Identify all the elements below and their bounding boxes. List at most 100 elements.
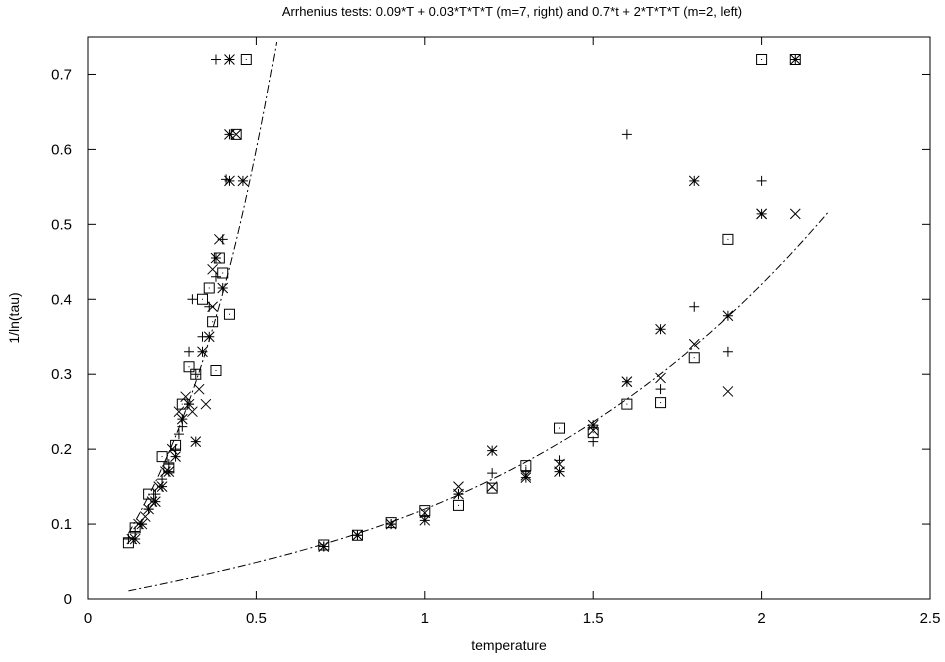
data-point-star xyxy=(621,376,633,388)
x-tick-label: 0 xyxy=(84,610,92,627)
data-point-square xyxy=(217,267,229,279)
data-point-square xyxy=(156,451,168,463)
data-point-square xyxy=(213,252,225,264)
data-point-plus xyxy=(184,346,195,357)
fit-curves xyxy=(127,41,830,592)
data-point-star xyxy=(217,282,229,294)
data-point-star xyxy=(486,445,498,456)
data-point-plus xyxy=(655,384,666,395)
data-point-star xyxy=(453,488,464,500)
data-point-plus xyxy=(588,436,599,447)
data-point-star xyxy=(183,398,195,410)
data-point-square xyxy=(240,53,252,65)
data-point-cross xyxy=(587,425,599,436)
data-point-star xyxy=(587,419,599,431)
data-point-star xyxy=(150,496,161,507)
data-point-star xyxy=(385,518,397,530)
data-point-square xyxy=(756,53,768,65)
data-point-star xyxy=(197,346,208,358)
y-tick-label: 0.3 xyxy=(51,366,72,383)
data-point-square xyxy=(129,522,141,534)
data-point-plus xyxy=(187,294,198,305)
data-point-star xyxy=(318,541,330,552)
data-point-square xyxy=(486,482,498,494)
data-point-square xyxy=(183,361,195,373)
data-point-square xyxy=(554,422,566,434)
data-point-star xyxy=(136,518,148,530)
data-point-star xyxy=(176,413,188,425)
x-axis-title: temperature xyxy=(471,637,547,653)
data-point-square xyxy=(122,537,134,549)
data-point-cross xyxy=(213,233,225,245)
data-point-square xyxy=(722,233,734,245)
data-point-star xyxy=(163,466,175,477)
data-point-square xyxy=(223,308,235,320)
data-point-cross xyxy=(200,398,212,410)
data-point-square xyxy=(621,398,633,410)
data-points xyxy=(122,53,801,552)
data-point-star xyxy=(554,466,565,477)
x-tick-label: 2 xyxy=(757,610,765,627)
data-point-star xyxy=(237,175,249,187)
y-tick-label: 0.7 xyxy=(51,66,72,83)
data-point-square xyxy=(203,282,215,294)
y-tick-label: 0.2 xyxy=(51,441,72,458)
data-point-plus xyxy=(756,175,767,186)
data-point-cross xyxy=(193,383,205,395)
fit-curve-right xyxy=(128,210,830,592)
data-point-plus xyxy=(210,271,221,282)
x-tick-label: 0.5 xyxy=(246,610,267,627)
x-tick-label: 2.5 xyxy=(920,610,941,627)
data-point-square xyxy=(688,352,700,364)
x-tick-label: 1 xyxy=(421,610,429,627)
data-point-square xyxy=(143,488,155,500)
data-point-square xyxy=(318,539,330,551)
data-point-square xyxy=(176,398,188,410)
data-point-square xyxy=(197,293,209,305)
data-point-plus xyxy=(173,429,184,440)
data-point-plus xyxy=(210,54,221,65)
y-tick-label: 0.5 xyxy=(51,216,72,233)
data-point-square xyxy=(789,53,801,65)
fit-curve-left xyxy=(127,41,278,534)
data-point-cross xyxy=(722,386,734,397)
data-point-cross xyxy=(554,458,565,470)
y-axis-title: 1/ln(tau) xyxy=(6,292,22,343)
data-point-square xyxy=(170,439,182,451)
data-point-square xyxy=(163,462,175,474)
data-point-star xyxy=(224,175,235,187)
data-point-star xyxy=(419,514,431,526)
data-point-star xyxy=(203,331,215,343)
x-tick-label: 1.5 xyxy=(583,610,604,627)
y-tick-label: 0.1 xyxy=(51,516,72,533)
data-point-cross xyxy=(789,208,801,220)
data-point-star xyxy=(129,533,141,545)
data-point-star xyxy=(143,503,154,515)
data-point-square xyxy=(655,397,667,409)
data-point-plus xyxy=(621,129,632,140)
data-point-cross xyxy=(207,263,218,275)
data-point-cross xyxy=(453,481,464,492)
data-point-star xyxy=(722,310,734,322)
data-point-cross xyxy=(207,301,218,313)
data-point-plus xyxy=(689,301,700,312)
plot-frame xyxy=(87,36,931,600)
data-point-cross xyxy=(655,372,666,384)
data-point-square xyxy=(419,505,431,517)
data-point-square xyxy=(230,128,242,140)
data-point-star xyxy=(170,451,181,462)
data-point-star xyxy=(756,208,767,220)
data-point-plus xyxy=(722,346,733,357)
data-point-star xyxy=(224,54,235,65)
data-point-cross xyxy=(688,338,700,350)
data-point-star xyxy=(210,252,222,264)
data-point-square xyxy=(385,517,397,529)
data-point-star xyxy=(156,481,168,492)
chart-title: Arrhenius tests: 0.09*T + 0.03*T*T*T (m=… xyxy=(282,4,742,19)
data-point-star xyxy=(655,323,666,335)
data-point-square xyxy=(210,364,222,376)
data-point-star xyxy=(224,129,235,140)
y-tick-label: 0.4 xyxy=(51,291,72,308)
data-point-square xyxy=(351,529,363,541)
